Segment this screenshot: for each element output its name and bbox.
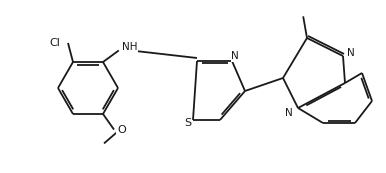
Text: NH: NH bbox=[122, 42, 137, 52]
Text: O: O bbox=[117, 125, 126, 135]
Text: N: N bbox=[285, 108, 293, 118]
Text: N: N bbox=[347, 48, 355, 58]
Text: S: S bbox=[185, 118, 191, 128]
Text: N: N bbox=[231, 51, 239, 61]
Text: Cl: Cl bbox=[49, 38, 60, 48]
